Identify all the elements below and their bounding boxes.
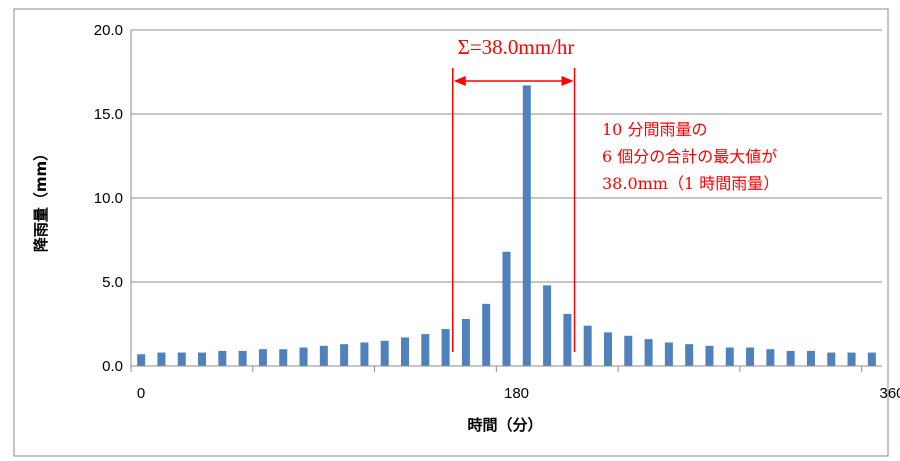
span-arrowhead-left xyxy=(453,76,466,86)
bar xyxy=(157,352,166,366)
y-tick-label: 10.0 xyxy=(94,190,123,207)
bar xyxy=(482,303,491,366)
bar xyxy=(441,329,450,366)
bar xyxy=(258,349,267,366)
bar xyxy=(644,339,653,366)
x-tick-label: 180 xyxy=(504,385,529,402)
chart-frame xyxy=(13,8,889,457)
bar xyxy=(401,337,410,366)
bar xyxy=(461,318,470,366)
sum-annotation: Σ=38.0mm/hr xyxy=(458,35,575,59)
bar xyxy=(218,350,227,366)
span-arrowhead-right xyxy=(561,76,574,86)
y-tick-label: 20.0 xyxy=(94,22,123,39)
bar xyxy=(177,352,186,366)
note-line-2: 6 個分の合計の最大値が xyxy=(602,147,777,166)
bar xyxy=(603,332,612,366)
bar xyxy=(867,352,876,366)
bar xyxy=(279,349,288,366)
x-tick-label: 0 xyxy=(137,385,145,402)
bar xyxy=(624,335,633,366)
bar xyxy=(847,352,856,366)
bar-layer xyxy=(137,85,876,366)
y-tick-label: 5.0 xyxy=(102,274,123,291)
bar xyxy=(563,313,572,366)
bar xyxy=(685,344,694,366)
bar xyxy=(827,352,836,366)
note-line-3: 38.0mm（1 時間雨量） xyxy=(602,174,779,193)
bar xyxy=(380,340,389,366)
bar xyxy=(664,342,673,366)
bar xyxy=(238,350,247,366)
bar xyxy=(766,349,775,366)
bar xyxy=(786,350,795,366)
bar xyxy=(319,345,328,366)
y-axis-title: 降雨量（mm） xyxy=(32,146,50,252)
bar xyxy=(421,334,430,366)
bar xyxy=(705,345,714,366)
bar xyxy=(806,350,815,366)
bar xyxy=(137,354,146,366)
bar xyxy=(583,325,592,366)
axis-layer: 0.0 5.0 10.0 15.0 20.0 0 180 360 xyxy=(94,22,900,402)
note-line-1: 10 分間雨量の xyxy=(602,120,707,139)
bar xyxy=(725,347,734,366)
bar xyxy=(746,347,755,366)
bar xyxy=(543,285,552,366)
bar xyxy=(502,251,511,366)
bar xyxy=(360,342,369,366)
bar xyxy=(198,352,207,366)
x-tick-label: 360 xyxy=(879,385,900,402)
x-axis-title: 時間（分） xyxy=(467,416,542,434)
bar xyxy=(522,85,531,366)
y-tick-label: 15.0 xyxy=(94,106,123,123)
y-tick-label: 0.0 xyxy=(102,358,123,375)
bar xyxy=(340,344,349,366)
bar xyxy=(299,347,308,366)
annotation-layer xyxy=(452,68,576,352)
